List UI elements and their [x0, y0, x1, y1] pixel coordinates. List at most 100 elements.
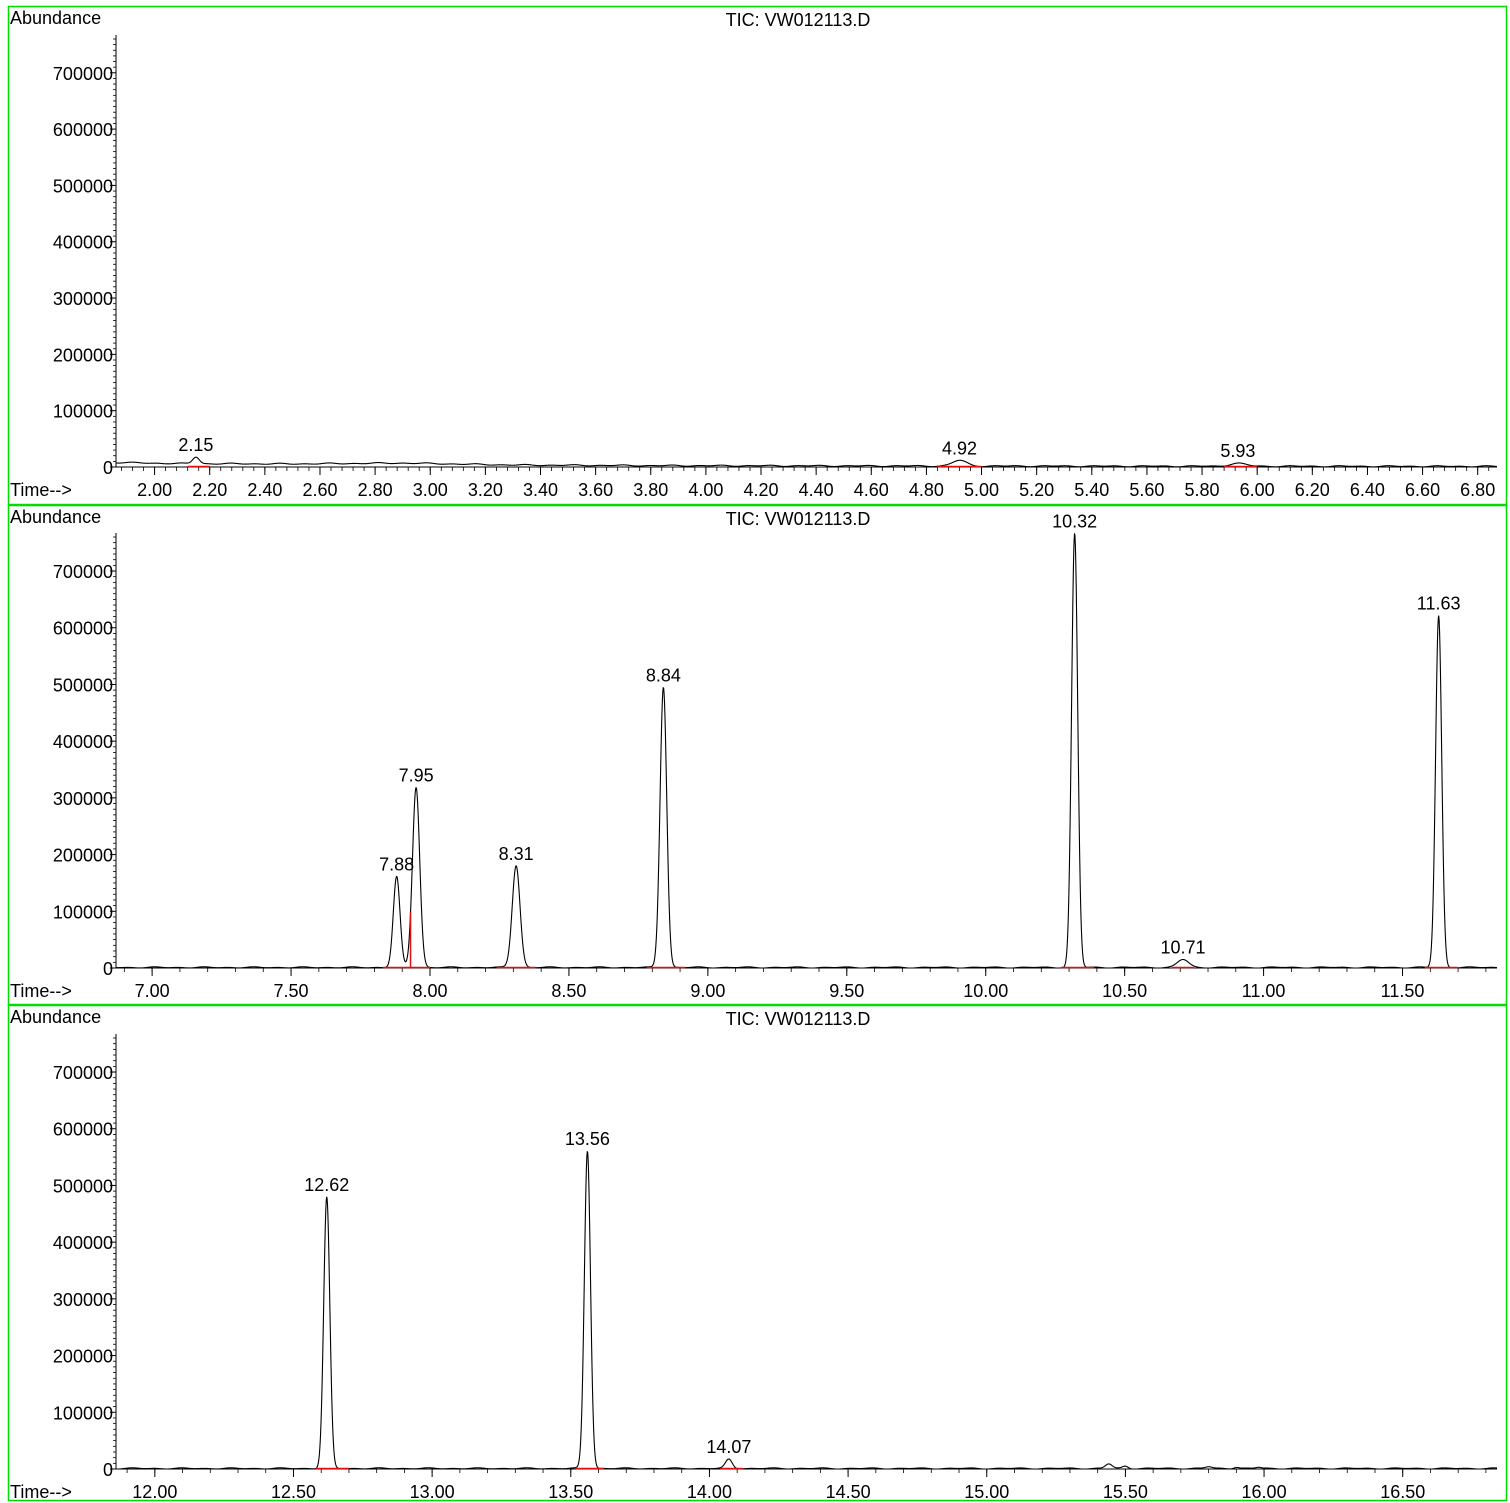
x-tick-label: 16.00 — [1242, 1482, 1287, 1502]
y-tick-label: 300000 — [53, 789, 113, 809]
x-tick-label: 2.00 — [137, 480, 172, 500]
peak-label: 8.31 — [499, 844, 534, 864]
y-tick-label: 500000 — [53, 176, 113, 196]
x-tick-label: 7.00 — [135, 981, 170, 1001]
x-tick-label: 3.00 — [413, 480, 448, 500]
chart-title: TIC: VW012113.D — [726, 1009, 871, 1029]
chromatogram-panel-1: Abundance TIC: VW012113.D Time--> 0 100000 20… — [7, 5, 1508, 506]
x-axis-label: Time--> — [10, 480, 72, 500]
x-tick-label: 6.80 — [1460, 480, 1495, 500]
peak-label: 10.71 — [1160, 937, 1205, 957]
x-tick-label: 11.50 — [1381, 981, 1425, 1001]
x-tick-label: 10.50 — [1102, 981, 1147, 1001]
y-tick-label: 400000 — [53, 732, 113, 752]
y-tick-label: 600000 — [53, 120, 113, 140]
x-tick-label: 8.50 — [551, 981, 586, 1001]
y-tick-label: 0 — [103, 458, 113, 478]
x-tick-label: 14.00 — [687, 1482, 732, 1502]
y-tick-label: 500000 — [53, 675, 113, 695]
x-tick-label: 4.80 — [909, 480, 944, 500]
peak-label: 12.62 — [304, 1175, 349, 1195]
peak-label: 7.88 — [379, 854, 414, 874]
panel-frame — [7, 504, 1508, 1006]
x-tick-label: 2.20 — [192, 480, 227, 500]
y-tick-label: 700000 — [53, 64, 113, 84]
x-tick-label: 3.20 — [468, 480, 503, 500]
y-tick-label: 700000 — [53, 1063, 113, 1083]
y-tick-label: 500000 — [53, 1176, 113, 1196]
peak-label: 14.07 — [706, 1437, 751, 1457]
peak-label: 5.93 — [1220, 441, 1255, 461]
x-tick-label: 5.60 — [1129, 480, 1164, 500]
panel-frame — [7, 5, 1508, 506]
y-tick-label: 300000 — [53, 1290, 113, 1310]
y-tick-label: 100000 — [53, 1403, 113, 1423]
x-tick-label: 9.00 — [690, 981, 725, 1001]
x-tick-label: 3.60 — [578, 480, 613, 500]
y-tick-label: 100000 — [53, 402, 113, 422]
chart-title: TIC: VW012113.D — [726, 10, 871, 30]
x-tick-label: 4.20 — [743, 480, 778, 500]
y-axis-label: Abundance — [10, 1007, 101, 1027]
y-tick-label: 300000 — [53, 289, 113, 309]
x-tick-label: 15.00 — [964, 1482, 1009, 1502]
peak-label: 11.63 — [1417, 594, 1461, 614]
peak-label: 2.15 — [178, 435, 213, 455]
y-tick-label: 400000 — [53, 233, 113, 253]
x-tick-label: 2.80 — [358, 480, 393, 500]
peak-label: 7.95 — [399, 765, 434, 785]
peak-label: 8.84 — [646, 665, 681, 685]
x-tick-label: 12.00 — [132, 1482, 177, 1502]
x-tick-label: 13.00 — [410, 1482, 455, 1502]
x-tick-label: 12.50 — [271, 1482, 316, 1502]
y-tick-label: 400000 — [53, 1233, 113, 1253]
x-tick-label: 10.00 — [963, 981, 1008, 1001]
x-tick-label: 8.00 — [412, 981, 447, 1001]
x-tick-label: 6.00 — [1240, 480, 1275, 500]
x-tick-label: 6.40 — [1350, 480, 1385, 500]
y-tick-label: 0 — [103, 1460, 113, 1480]
y-tick-label: 200000 — [53, 345, 113, 365]
x-tick-label: 5.80 — [1185, 480, 1220, 500]
x-tick-label: 15.50 — [1103, 1482, 1148, 1502]
x-axis-label: Time--> — [10, 1482, 72, 1502]
x-tick-label: 6.20 — [1295, 480, 1330, 500]
chart-title: TIC: VW012113.D — [726, 509, 871, 529]
x-tick-label: 5.00 — [964, 480, 999, 500]
x-tick-label: 5.40 — [1074, 480, 1109, 500]
tic-trace — [115, 1151, 1498, 1470]
chromatogram-panel-3: Abundance TIC: VW012113.D Time--> 0 100000 20… — [7, 1004, 1508, 1502]
x-tick-label: 3.80 — [633, 480, 668, 500]
y-tick-label: 200000 — [53, 846, 113, 866]
y-tick-label: 700000 — [53, 562, 113, 582]
x-tick-label: 4.60 — [854, 480, 889, 500]
y-tick-label: 600000 — [53, 1120, 113, 1140]
x-tick-label: 2.60 — [302, 480, 337, 500]
panel-frame — [7, 1004, 1508, 1502]
x-tick-label: 14.50 — [826, 1482, 871, 1502]
x-tick-label: 11.00 — [1242, 981, 1286, 1001]
peak-label: 13.56 — [565, 1129, 610, 1149]
y-axis-label: Abundance — [10, 507, 101, 527]
y-tick-label: 200000 — [53, 1347, 113, 1367]
y-axis-label: Abundance — [10, 8, 101, 28]
peak-label: 4.92 — [942, 438, 977, 458]
chromatogram-panel-2: Abundance TIC: VW012113.D Time--> 0 100000 20… — [7, 504, 1508, 1006]
x-axis-label: Time--> — [10, 981, 72, 1001]
x-tick-label: 16.50 — [1380, 1482, 1425, 1502]
x-tick-label: 2.40 — [247, 480, 282, 500]
y-tick-label: 600000 — [53, 619, 113, 639]
peak-label: 10.32 — [1052, 511, 1097, 531]
x-tick-label: 13.50 — [548, 1482, 593, 1502]
x-tick-label: 6.60 — [1405, 480, 1440, 500]
x-tick-label: 4.00 — [688, 480, 723, 500]
y-tick-label: 0 — [103, 959, 113, 979]
tic-trace — [115, 533, 1498, 969]
x-tick-label: 9.50 — [829, 981, 864, 1001]
y-tick-label: 100000 — [53, 902, 113, 922]
x-tick-label: 5.20 — [1019, 480, 1054, 500]
x-tick-label: 4.40 — [799, 480, 834, 500]
x-tick-label: 3.40 — [523, 480, 558, 500]
tic-trace — [115, 456, 1498, 468]
